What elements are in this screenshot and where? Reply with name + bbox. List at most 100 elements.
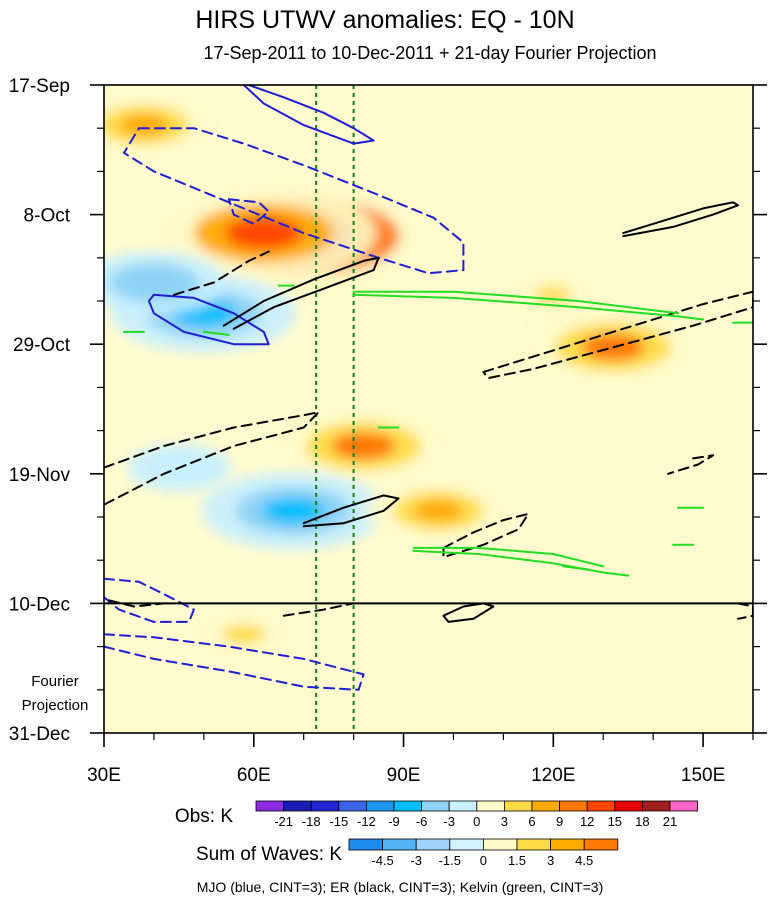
kelvin-contour-solid [352,290,680,315]
colorbar-tick-label: -1.5 [439,853,461,868]
colorbar-tick-label: -4.5 [371,853,393,868]
colorbar-box [559,800,588,812]
x-tick-label: 90E [387,765,421,786]
plot-frame [103,84,754,734]
colorbar-tick-label: 6 [528,814,535,829]
colorbar-box [449,838,484,851]
projection-label-line2: Projection [22,697,89,714]
reference-longitude-lines [315,85,355,733]
colorbar-tick-label: -3 [443,814,455,829]
colorbar-tick-label: -9 [388,814,400,829]
obs-colorbar: Obs: K -21 -18 -15 -12 -9 -6 -3 0 3 6 9 12 15 18 21 [175,800,699,829]
colorbar-box [476,800,505,812]
colorbar-tick-label: -12 [357,814,376,829]
kelvin-contour-solid [562,565,590,571]
colorbar-box [415,838,451,851]
colorbar-tick-label: 0 [473,814,480,829]
colorbar-box [516,838,551,851]
er-contour-dashed [108,599,165,608]
anomaly-core [222,624,266,644]
er-contour-dashed [737,602,753,620]
colorbar-tick-label: 21 [663,814,677,829]
x-tick-label: 120E [531,765,575,786]
y-axis: 17-Sep 8-Oct 29-Oct 19-Nov 10-Dec 31-Dec [9,76,767,745]
colorbar-box [448,800,478,812]
mjo-contour-dashed [104,577,195,623]
y-tick-label: 19-Nov [9,465,71,486]
er-contour-solid [622,201,739,238]
colorbar-tick-label: 3 [547,853,554,868]
colorbar-box [421,800,450,812]
mjo-contour-dashed [104,633,365,691]
colorbar-tick-label: 18 [635,814,649,829]
colorbar-tick-label: -21 [274,814,293,829]
contour-caption: MJO (blue, CINT=3); ER (black, CINT=3); … [197,879,604,895]
colorbar-tick-label: 15 [608,814,622,829]
mjo-contour-solid [242,85,375,145]
colorbar-tick-label: 9 [556,814,563,829]
colorbar-box [531,800,561,812]
er-contour-dashed [667,454,715,475]
x-tick-label: 150E [681,765,725,786]
waves-colorbar-label: Sum of Waves: K [196,844,342,865]
anomaly-core [413,500,464,522]
colorbar-box [338,800,367,812]
er-contour-dashed [442,512,530,559]
anomaly-core [225,217,303,250]
er-contour-solid [222,256,380,330]
projection-label-line1: Fourier [31,673,79,690]
er-contour-dashed [104,411,320,506]
colorbar-box [669,800,699,812]
wave-contours [104,85,753,691]
anomaly-core [119,114,169,136]
er-contour-solid [442,602,495,623]
x-tick-label: 30E [87,765,121,786]
anomaly-core [261,497,326,525]
mjo-contour-solid [147,293,270,346]
colorbar-box [255,800,285,812]
mjo-contour-dashed [123,127,465,275]
y-tick-label: 10-Dec [9,594,70,615]
er-contour-dashed [482,290,753,380]
colorbar-tick-label: 0 [480,853,487,868]
colorbar-box [642,800,671,812]
colorbar-box [348,838,383,851]
colorbar-tick-label: 3 [501,814,508,829]
colorbar-box [382,838,417,851]
colorbar-tick-label: -6 [416,814,428,829]
kelvin-contour-solid [352,293,705,321]
er-contour-dashed [172,250,270,296]
colorbar-tick-label: -3 [410,853,422,868]
colorbar-box [393,800,423,812]
colorbar-tick-label: 4.5 [575,853,593,868]
colorbar-box [503,800,533,812]
colorbar-box [283,800,312,812]
waves-colorbar: Sum of Waves: K -4.5 -3 -1.5 0 1.5 3 4.5 [196,838,619,868]
colorbar-box [550,838,585,851]
colorbar-box [310,800,340,812]
plot-area: 17-Sep 8-Oct 29-Oct 19-Nov 10-Dec 31-Dec 30E 6… [9,76,767,786]
mjo-contour-dashed [227,198,270,225]
colorbar-tick-label: 12 [580,814,594,829]
obs-colorbar-label: Obs: K [175,806,233,827]
colorbar-tick-label: 1.5 [508,853,526,868]
anomaly-core [331,432,396,460]
kelvin-contour-solid [202,330,230,336]
y-tick-label: 31-Dec [9,724,70,745]
y-tick-label: 29-Oct [13,335,71,356]
chart-subtitle: 17-Sep-2011 to 10-Dec-2011 + 21-day Four… [203,43,656,63]
y-tick-label: 17-Sep [9,76,70,97]
colorbar-box [614,800,643,812]
x-tick-label: 60E [237,765,271,786]
anomaly-core [129,271,179,294]
colorbar-box [586,800,616,812]
colorbar-tick-label: -18 [302,814,321,829]
colorbar-box [583,838,619,851]
colorbar-box [365,800,395,812]
colorbar-box [482,838,518,851]
anomaly-field [104,93,706,662]
chart-title: HIRS UTWV anomalies: EQ - 10N [195,6,574,34]
colorbar-tick-label: -15 [329,814,348,829]
er-contour-dashed [282,602,355,617]
